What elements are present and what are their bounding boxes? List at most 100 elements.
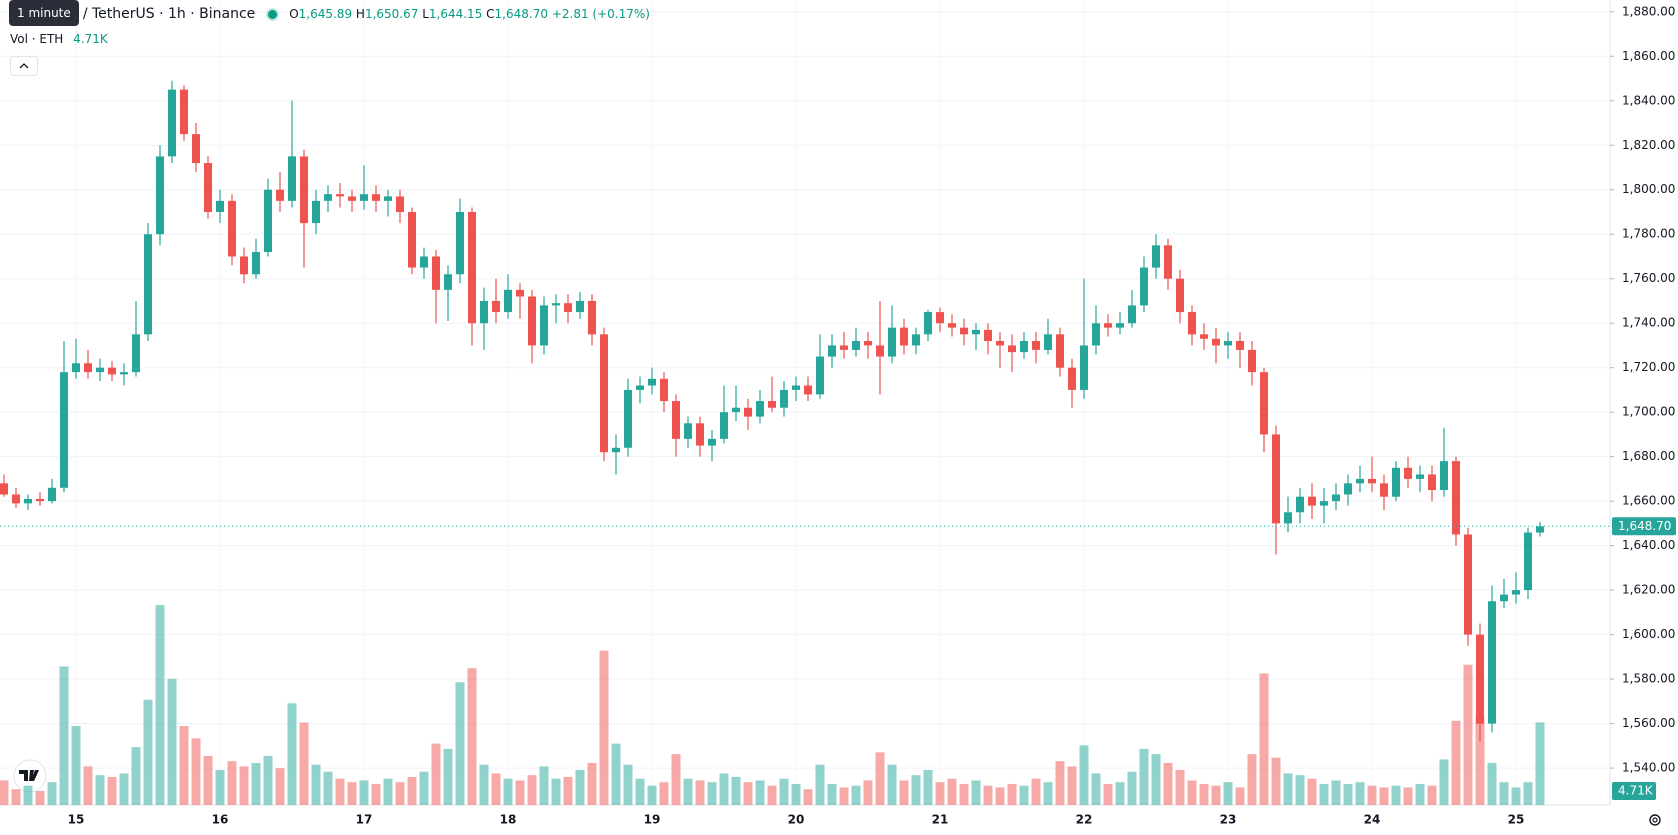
candle-body: [624, 389, 632, 448]
volume-bar: [1139, 748, 1149, 805]
volume-bar: [1415, 783, 1425, 805]
candle-body: [1260, 372, 1268, 435]
volume-bar: [1307, 778, 1317, 805]
volume-bar: [599, 650, 609, 805]
volume-bar: [731, 776, 741, 805]
x-tick-label: 25: [1508, 813, 1525, 827]
candle-body: [432, 256, 440, 290]
volume-bar: [227, 761, 237, 805]
volume-bar: [47, 782, 57, 805]
candle-body: [1488, 601, 1496, 724]
candle-body: [144, 234, 152, 335]
volume-bar: [875, 752, 885, 805]
candle-body: [1428, 474, 1436, 491]
volume-bar: [1487, 762, 1497, 805]
volume-bar: [479, 764, 489, 805]
volume-bar: [587, 762, 597, 805]
tooltip: 1 minute: [9, 0, 79, 26]
candle-body: [912, 334, 920, 346]
candle-body: [1320, 501, 1328, 506]
candle-body: [1248, 349, 1256, 373]
candle-body: [360, 194, 368, 201]
volume-bar: [1067, 766, 1077, 805]
candle-body: [996, 340, 1004, 346]
volume-bar: [203, 755, 213, 805]
volume-bar: [827, 783, 837, 805]
collapse-button[interactable]: [10, 56, 38, 76]
y-tick-label: 1,720.00: [1622, 360, 1675, 374]
candle-body: [864, 340, 872, 346]
candle-body: [168, 89, 176, 157]
candle-body: [744, 407, 752, 417]
volume-bar: [659, 782, 669, 805]
candle-body: [1536, 526, 1544, 533]
volume-bar: [1163, 762, 1173, 805]
candle-body: [1452, 461, 1460, 535]
volume-bar: [1499, 782, 1509, 805]
volume-bar: [563, 776, 573, 805]
volume-bar: [1475, 717, 1485, 805]
candle-body: [792, 385, 800, 390]
close-label: C: [486, 7, 495, 21]
y-tick-label: 1,760.00: [1622, 271, 1675, 285]
candle-body: [12, 494, 20, 504]
candle-body: [1116, 323, 1124, 328]
candle-body: [1356, 478, 1364, 484]
candle-body: [1464, 534, 1472, 635]
volume-bar: [635, 778, 645, 805]
volume-bar: [803, 789, 813, 805]
candle-body: [1140, 267, 1148, 306]
volume-bar: [575, 769, 585, 805]
tv-logo: [13, 759, 47, 793]
candle-body: [540, 305, 548, 346]
volume-bar: [995, 787, 1005, 805]
volume-bar: [1535, 722, 1545, 805]
volume-bar: [59, 666, 69, 805]
x-tick-label: 16: [212, 813, 229, 827]
candle-body: [1128, 305, 1136, 324]
volume-bar: [1439, 759, 1449, 805]
candle-body: [84, 363, 92, 373]
volume-bar: [1511, 787, 1521, 805]
candle-body: [444, 274, 452, 290]
candle-body: [900, 327, 908, 346]
candle-body: [588, 300, 596, 335]
candle-body: [1272, 434, 1280, 524]
volume-bar: [1211, 785, 1221, 805]
candle-body: [396, 196, 404, 212]
volume-bar: [323, 771, 333, 805]
candle-body: [696, 423, 704, 446]
candle-body: [1512, 590, 1520, 595]
last-price-badge: [1612, 517, 1676, 536]
candle-body: [480, 300, 488, 324]
candle-body: [660, 378, 668, 402]
candle-body: [288, 156, 296, 201]
volume-bar: [1283, 773, 1293, 805]
candle-body: [324, 194, 332, 201]
candle-body: [1068, 367, 1076, 390]
y-tick-label: 1,680.00: [1622, 449, 1675, 463]
volume-bar: [287, 703, 297, 805]
volume-bar: [11, 789, 21, 805]
volume-bar: [947, 778, 957, 805]
candle-body: [108, 367, 116, 375]
volume-bar: [683, 778, 693, 805]
volume-bar: [1199, 783, 1209, 805]
volume-bar: [155, 605, 165, 805]
settings-icon[interactable]: [1649, 814, 1661, 826]
candle-body: [528, 296, 536, 346]
volume-bar: [1235, 787, 1245, 805]
volume-bar: [95, 775, 105, 805]
candle-body: [1044, 334, 1052, 350]
volume-title[interactable]: Vol · ETH: [10, 32, 64, 46]
volume-bar: [275, 768, 285, 805]
volume-bar: [311, 764, 321, 805]
grid: [0, 0, 1610, 805]
candle-body: [420, 256, 428, 268]
volume-bar: [719, 773, 729, 805]
volume-bar: [1271, 757, 1281, 805]
candle-body: [888, 327, 896, 357]
candle-body: [48, 487, 56, 502]
volume-bar: [839, 787, 849, 805]
